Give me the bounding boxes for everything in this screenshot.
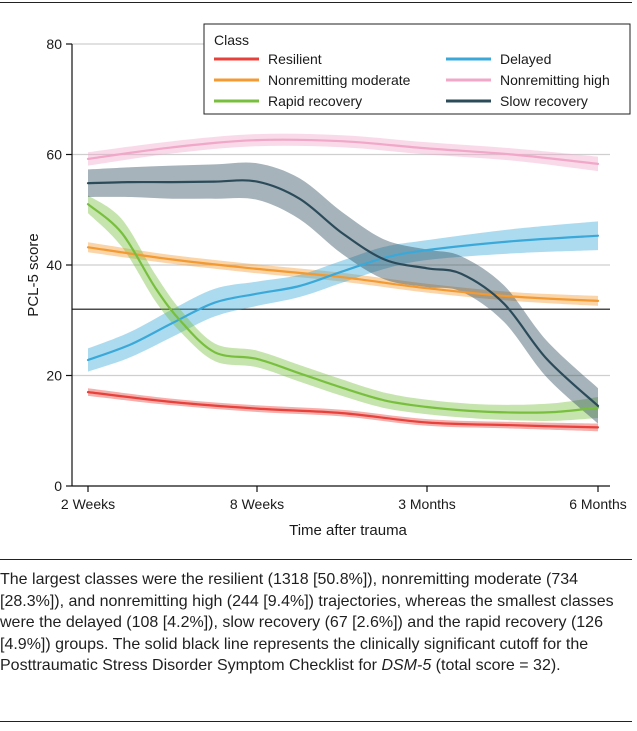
top-rule	[0, 2, 632, 3]
x-tick-label-2: 3 Months	[398, 496, 456, 512]
nonremitting-moderate-band	[88, 242, 598, 306]
x-tick-label-0: 2 Weeks	[61, 496, 115, 512]
nonremitting-high-band	[88, 133, 598, 172]
confidence-bands	[88, 133, 598, 432]
bottom-rule	[0, 721, 632, 722]
legend-title: Class	[214, 32, 249, 48]
nonremitting-high-line	[86, 138, 600, 165]
legend-label-rapid-recovery: Rapid recovery	[268, 93, 362, 109]
resilient-line	[86, 391, 600, 429]
rapid-recovery-line	[86, 203, 600, 414]
axes: 0 20 40 60 80 2 Weeks 8 Weeks 3 Months 6 Months	[46, 36, 626, 512]
legend: Class Resilient Delayed Nonremitting moder…	[203, 23, 631, 115]
x-tick-label-3: 6 Months	[569, 496, 627, 512]
slow-recovery-band	[88, 162, 598, 424]
legend-box	[203, 23, 631, 115]
legend-label-nonremitting-moderate: Nonremitting moderate	[268, 72, 411, 88]
y-axis-title: PCL-5 score	[25, 233, 42, 316]
caption-text-after: (total score = 32).	[431, 657, 561, 674]
y-tick-label-20: 20	[46, 368, 62, 384]
legend-label-delayed: Delayed	[500, 51, 551, 67]
series-lines	[86, 138, 600, 429]
y-tick-label-40: 40	[46, 257, 62, 273]
y-tick-label-60: 60	[46, 147, 62, 163]
delayed-band	[88, 221, 598, 372]
slow-recovery-line	[86, 179, 600, 407]
y-tick-label-80: 80	[46, 36, 62, 52]
x-tick-label-1: 8 Weeks	[230, 496, 284, 512]
legend-label-slow-recovery: Slow recovery	[500, 93, 588, 109]
figure-caption: The largest classes were the resilient (…	[0, 569, 622, 677]
delayed-line	[86, 234, 600, 362]
x-axis-title: Time after trauma	[289, 522, 407, 539]
caption-text-before: The largest classes were the resilient (…	[0, 571, 614, 674]
caption-emphasis: DSM-5	[381, 657, 432, 674]
y-tick-label-0: 0	[54, 478, 62, 494]
nonremitting-moderate-line	[86, 246, 600, 302]
legend-label-nonremitting-high: Nonremitting high	[500, 72, 610, 88]
middle-rule	[0, 559, 632, 560]
legend-label-resilient: Resilient	[268, 51, 322, 67]
